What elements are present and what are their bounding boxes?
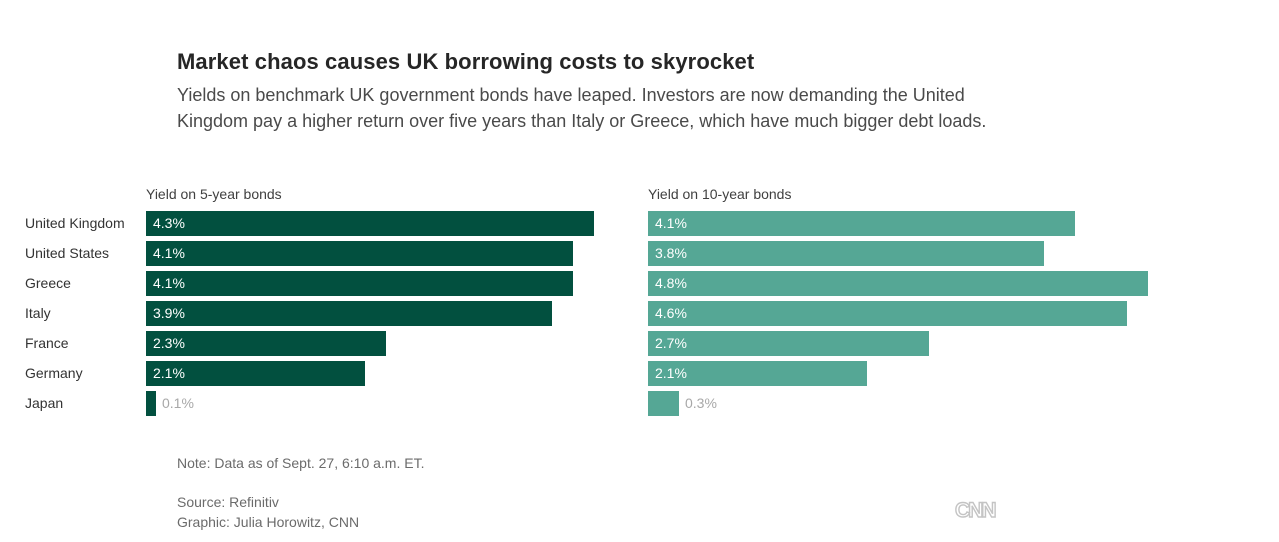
bar-5-year <box>146 361 365 386</box>
data-label-5-year: 3.9% <box>153 305 185 321</box>
category-label: France <box>25 335 69 351</box>
bar-10-year <box>648 361 867 386</box>
bar-10-year <box>648 211 1075 236</box>
bar-10-year <box>648 301 1127 326</box>
data-label-10-year: 4.6% <box>655 305 687 321</box>
bar-5-year <box>146 271 573 296</box>
data-label-10-year: 4.1% <box>655 215 687 231</box>
bar-10-year <box>648 391 679 416</box>
bar-10-year <box>648 241 1044 266</box>
bar-5-year <box>146 301 552 326</box>
bar-5-year <box>146 331 386 356</box>
data-label-5-year: 0.1% <box>162 395 194 411</box>
data-label-5-year: 2.1% <box>153 365 185 381</box>
chart-source: Source: Refinitiv <box>177 494 279 510</box>
bar-5-year <box>146 391 156 416</box>
chart-credit: Graphic: Julia Horowitz, CNN <box>177 514 360 530</box>
category-label: Germany <box>25 365 83 381</box>
bar-10-year <box>648 331 929 356</box>
data-label-10-year: 3.8% <box>655 245 687 261</box>
category-label: Japan <box>25 395 64 411</box>
bar-5-year <box>146 211 594 236</box>
cnn-logo: CNN <box>954 498 998 522</box>
category-label: United Kingdom <box>25 215 125 231</box>
category-label: Italy <box>25 305 51 321</box>
data-label-10-year: 0.3% <box>685 395 717 411</box>
bar-10-year <box>648 271 1148 296</box>
data-label-10-year: 4.8% <box>655 275 687 291</box>
cnn-logo-text: CNN <box>955 499 995 522</box>
data-label-5-year: 2.3% <box>153 335 185 351</box>
panel-title-10-year: Yield on 10-year bonds <box>648 186 792 202</box>
category-label: United States <box>25 245 110 261</box>
data-label-10-year: 2.7% <box>655 335 687 351</box>
data-label-5-year: 4.1% <box>153 275 185 291</box>
chart-subtitle: Yields on benchmark UK government bonds … <box>177 85 987 131</box>
data-label-10-year: 2.1% <box>655 365 687 381</box>
data-label-5-year: 4.1% <box>153 245 185 261</box>
chart-note: Note: Data as of Sept. 27, 6:10 a.m. ET. <box>177 455 425 471</box>
category-label: Greece <box>25 275 71 291</box>
data-label-5-year: 4.3% <box>153 215 185 231</box>
panel-title-5-year: Yield on 5-year bonds <box>146 186 282 202</box>
bar-5-year <box>146 241 573 266</box>
chart-title: Market chaos causes UK borrowing costs t… <box>177 49 755 74</box>
